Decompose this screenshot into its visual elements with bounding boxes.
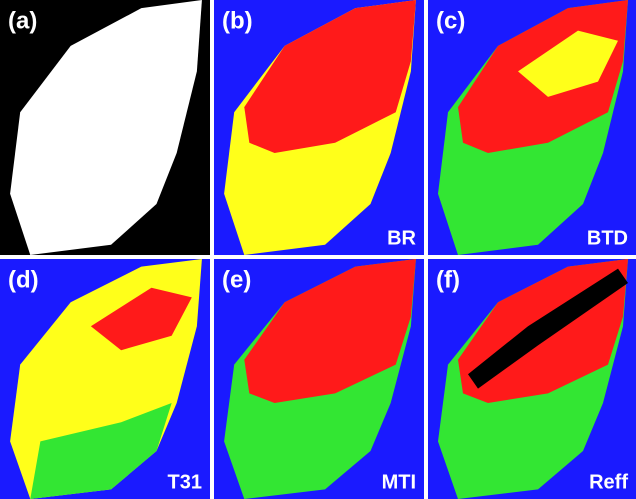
- panel-label: (b): [222, 7, 253, 34]
- method-label: T31: [168, 471, 202, 493]
- method-label: Reff: [589, 471, 628, 493]
- panel-label: (c): [436, 7, 465, 34]
- method-label: MTI: [382, 471, 416, 493]
- method-label: BR: [387, 227, 416, 249]
- method-label: BTD: [587, 227, 628, 249]
- panel: (b) BR: [214, 0, 424, 255]
- panel: (a): [0, 0, 210, 255]
- panel: (f) Reff: [428, 259, 636, 499]
- panel-label: (f): [436, 266, 460, 293]
- panel: (e) MTI: [214, 259, 424, 499]
- panel: (c) BTD: [428, 0, 636, 255]
- page: (a)(b)BR(c)BTD(d)T31(e)MTI(f)Reff (() =>…: [0, 0, 636, 499]
- panel-label: (a): [8, 7, 37, 34]
- panel: (d) T31: [0, 259, 210, 499]
- panel-label: (d): [8, 266, 39, 293]
- figure: (a) (b) BR (c) BTD (d) T31 (e) MTI (f) Reff: [0, 0, 636, 499]
- panel-label: (e): [222, 266, 251, 293]
